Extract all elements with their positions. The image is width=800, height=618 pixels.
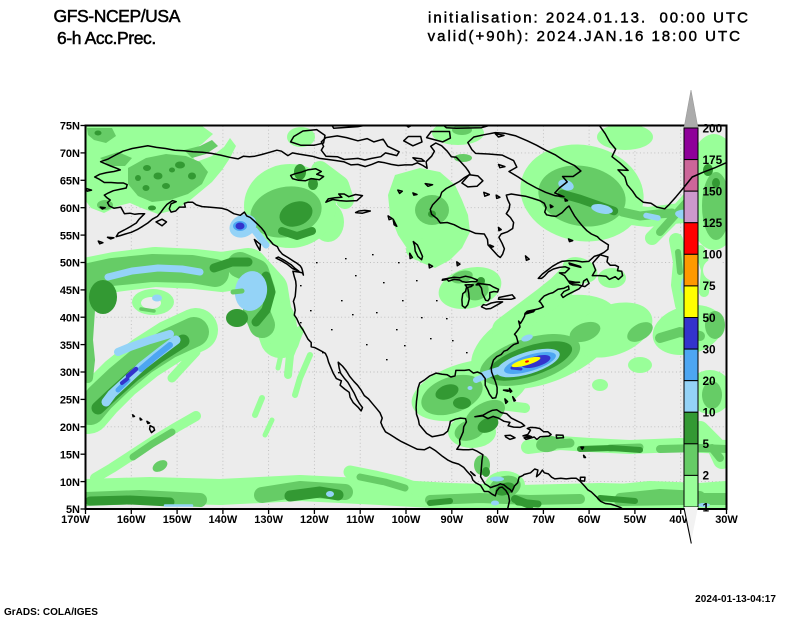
- svg-text:175: 175: [703, 153, 723, 167]
- svg-text:75: 75: [703, 279, 717, 293]
- svg-text:35N: 35N: [60, 340, 80, 352]
- svg-text:80W: 80W: [486, 514, 509, 526]
- svg-text:150W: 150W: [163, 514, 192, 526]
- svg-text:initialisation: 2024.01.13. 0: initialisation: 2024.01.13. 00:00 UTC: [428, 10, 750, 27]
- svg-text:70N: 70N: [60, 148, 80, 160]
- svg-text:60W: 60W: [578, 514, 601, 526]
- svg-text:2024-01-13-04:17: 2024-01-13-04:17: [695, 594, 776, 605]
- svg-text:20: 20: [703, 374, 717, 388]
- svg-text:5N: 5N: [66, 504, 80, 516]
- svg-text:50W: 50W: [624, 514, 647, 526]
- svg-text:90W: 90W: [440, 514, 463, 526]
- svg-text:GrADS: COLA/IGES: GrADS: COLA/IGES: [4, 607, 98, 618]
- svg-text:5: 5: [703, 437, 710, 451]
- svg-text:GFS-NCEP/USA: GFS-NCEP/USA: [54, 6, 181, 26]
- svg-text:valid(+90h): 2024.JAN.16 18:00: valid(+90h): 2024.JAN.16 18:00 UTC: [428, 28, 742, 45]
- svg-text:6-h Acc.Prec.: 6-h Acc.Prec.: [57, 28, 156, 48]
- svg-text:60N: 60N: [60, 203, 80, 215]
- svg-text:15N: 15N: [60, 449, 80, 461]
- svg-text:2: 2: [703, 469, 710, 483]
- svg-text:25N: 25N: [60, 395, 80, 407]
- svg-text:40N: 40N: [60, 312, 80, 324]
- svg-text:10N: 10N: [60, 477, 80, 489]
- svg-text:125: 125: [703, 216, 723, 230]
- svg-text:55N: 55N: [60, 230, 80, 242]
- svg-text:20N: 20N: [60, 422, 80, 434]
- svg-text:10: 10: [703, 406, 717, 420]
- svg-text:120W: 120W: [300, 514, 329, 526]
- svg-text:150: 150: [703, 185, 723, 199]
- svg-text:75N: 75N: [60, 121, 80, 133]
- svg-text:45N: 45N: [60, 285, 80, 297]
- svg-text:30W: 30W: [715, 514, 738, 526]
- svg-text:50: 50: [703, 311, 717, 325]
- svg-text:30N: 30N: [60, 367, 80, 379]
- svg-text:140W: 140W: [209, 514, 238, 526]
- svg-text:130W: 130W: [254, 514, 283, 526]
- svg-text:170W: 170W: [61, 514, 90, 526]
- svg-text:30: 30: [703, 342, 717, 356]
- svg-text:100: 100: [703, 248, 723, 262]
- svg-text:50N: 50N: [60, 258, 80, 270]
- svg-text:110W: 110W: [346, 514, 375, 526]
- svg-text:160W: 160W: [117, 514, 146, 526]
- svg-text:200: 200: [703, 121, 723, 135]
- svg-text:70W: 70W: [532, 514, 555, 526]
- svg-text:100W: 100W: [392, 514, 421, 526]
- svg-text:1: 1: [703, 500, 710, 514]
- svg-text:65N: 65N: [60, 176, 80, 188]
